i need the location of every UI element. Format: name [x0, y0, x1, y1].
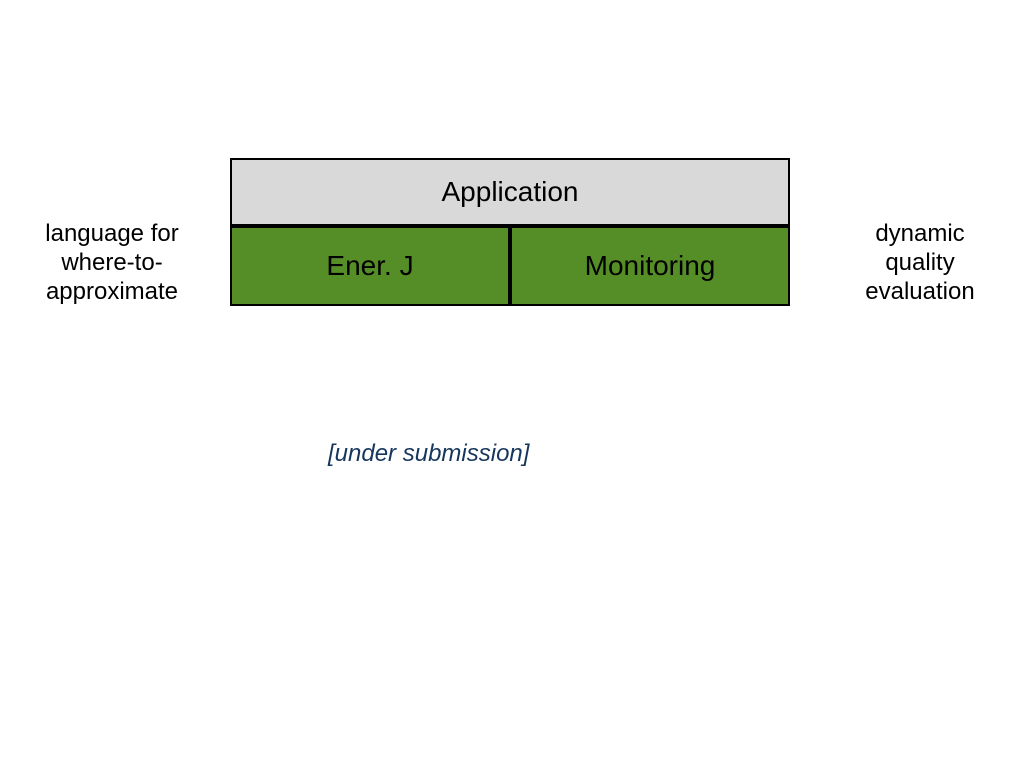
- left-annotation-line3: approximate: [22, 278, 202, 307]
- enerj-box: Ener. J: [230, 226, 510, 306]
- submission-note: [under submission]: [328, 440, 529, 468]
- right-annotation: dynamic quality evaluation: [840, 220, 1000, 306]
- diagram-canvas: Application Ener. J Monitoring language …: [0, 0, 1024, 768]
- right-annotation-line1: dynamic: [840, 220, 1000, 249]
- application-label: Application: [442, 176, 579, 208]
- left-annotation-line2: where-to-: [22, 249, 202, 278]
- left-annotation-line1: language for: [22, 220, 202, 249]
- right-annotation-line2: quality: [840, 249, 1000, 278]
- right-annotation-line3: evaluation: [840, 278, 1000, 307]
- monitoring-label: Monitoring: [585, 250, 716, 282]
- monitoring-box: Monitoring: [510, 226, 790, 306]
- application-box: Application: [230, 158, 790, 226]
- enerj-label: Ener. J: [326, 250, 413, 282]
- submission-note-text: [under submission]: [328, 440, 529, 467]
- left-annotation: language for where-to- approximate: [22, 220, 202, 306]
